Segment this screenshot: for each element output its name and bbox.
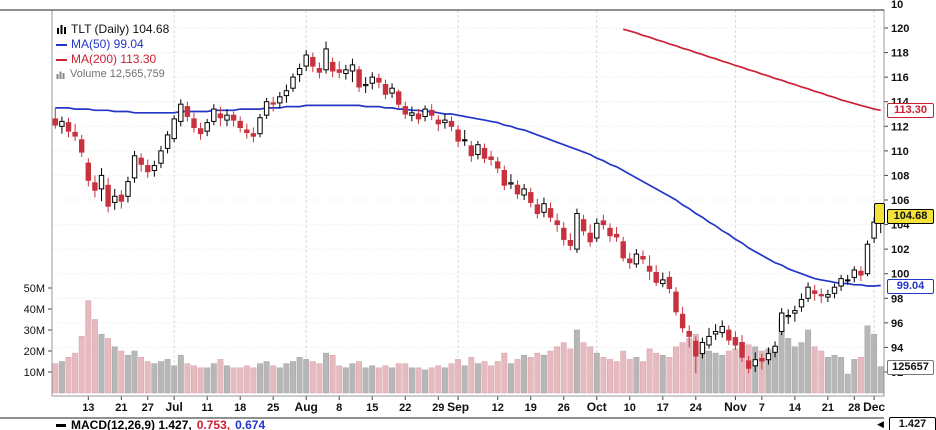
svg-text:21: 21 — [822, 402, 834, 414]
svg-text:26: 26 — [558, 402, 570, 414]
ma200-line-swatch — [56, 58, 67, 61]
svg-text:11: 11 — [201, 402, 213, 414]
macd-label: MACD(12,26,9) 1.427, — [71, 418, 192, 430]
ma200-legend-label: MA(200) 113.30 — [71, 52, 157, 66]
svg-text:110: 110 — [891, 146, 909, 158]
svg-text:94: 94 — [891, 342, 904, 354]
svg-text:14: 14 — [789, 402, 802, 414]
svg-text:13: 13 — [82, 402, 94, 414]
svg-text:102: 102 — [891, 244, 909, 256]
chart-legend: TLT (Daily) 104.68 MA(50) 99.04 MA(200) … — [56, 22, 169, 82]
macd-legend: MACD(12,26,9) 1.427, 0.753, 0.674 — [56, 418, 265, 430]
svg-text:29: 29 — [432, 402, 444, 414]
svg-text:120: 120 — [891, 23, 909, 35]
svg-text:Dec: Dec — [863, 400, 885, 414]
macd-value-box: 1.427 — [889, 417, 936, 430]
svg-text:Nov: Nov — [724, 400, 747, 414]
svg-text:10: 10 — [891, 0, 903, 11]
macd-signal-value: 0.674 — [235, 418, 266, 430]
last-price-marker — [874, 203, 885, 224]
svg-text:10M: 10M — [24, 367, 45, 379]
volume-legend-label: Volume 12,565,759 — [70, 68, 165, 80]
ma50-legend-label: MA(50) 99.04 — [71, 37, 144, 51]
svg-text:50M: 50M — [24, 283, 45, 295]
svg-text:Aug: Aug — [295, 400, 318, 414]
svg-text:28: 28 — [848, 402, 860, 414]
svg-text:19: 19 — [525, 402, 537, 414]
svg-text:24: 24 — [690, 402, 703, 414]
svg-text:10: 10 — [624, 402, 636, 414]
last-price-box: 104.68 — [887, 209, 934, 224]
svg-text:21: 21 — [115, 402, 127, 414]
svg-text:40M: 40M — [24, 304, 45, 316]
svg-text:27: 27 — [142, 402, 154, 414]
svg-text:30M: 30M — [24, 325, 45, 337]
svg-text:8: 8 — [336, 402, 342, 414]
macd-arrow-icon: ◀ — [877, 419, 884, 429]
candlestick-chart-icon — [56, 24, 67, 35]
svg-text:Oct: Oct — [587, 400, 607, 414]
ma50-legend-row: MA(50) 99.04 — [56, 37, 169, 52]
svg-text:100: 100 — [891, 269, 909, 281]
svg-text:18: 18 — [234, 402, 246, 414]
volume-legend-row: Volume 12,565,759 — [56, 67, 169, 82]
volume-bars-icon — [56, 70, 66, 80]
symbol-row: TLT (Daily) 104.68 — [56, 22, 169, 37]
svg-text:112: 112 — [891, 121, 909, 133]
svg-text:118: 118 — [891, 48, 909, 60]
svg-text:17: 17 — [657, 402, 669, 414]
svg-text:22: 22 — [399, 402, 411, 414]
svg-text:96: 96 — [891, 318, 903, 330]
symbol-label: TLT (Daily) 104.68 — [71, 22, 170, 36]
svg-text:Sep: Sep — [447, 400, 469, 414]
ma200-legend-row: MA(200) 113.30 — [56, 52, 169, 67]
macd-line-swatch — [56, 423, 66, 427]
ma50-price-box: 99.04 — [887, 279, 934, 294]
svg-text:20M: 20M — [24, 346, 45, 358]
macd-histogram-value: 0.753, — [196, 418, 231, 430]
svg-text:98: 98 — [891, 293, 903, 305]
ma200-price-box: 113.30 — [887, 103, 934, 118]
svg-text:25: 25 — [267, 402, 279, 414]
svg-text:108: 108 — [891, 170, 909, 182]
svg-text:15: 15 — [366, 402, 378, 414]
ma50-line-swatch — [56, 43, 67, 46]
svg-text:106: 106 — [891, 195, 909, 207]
svg-text:12: 12 — [492, 402, 504, 414]
svg-text:7: 7 — [759, 402, 765, 414]
volume-value-box: 125657 — [887, 360, 934, 375]
svg-text:Jul: Jul — [165, 400, 182, 414]
svg-text:116: 116 — [891, 72, 909, 84]
